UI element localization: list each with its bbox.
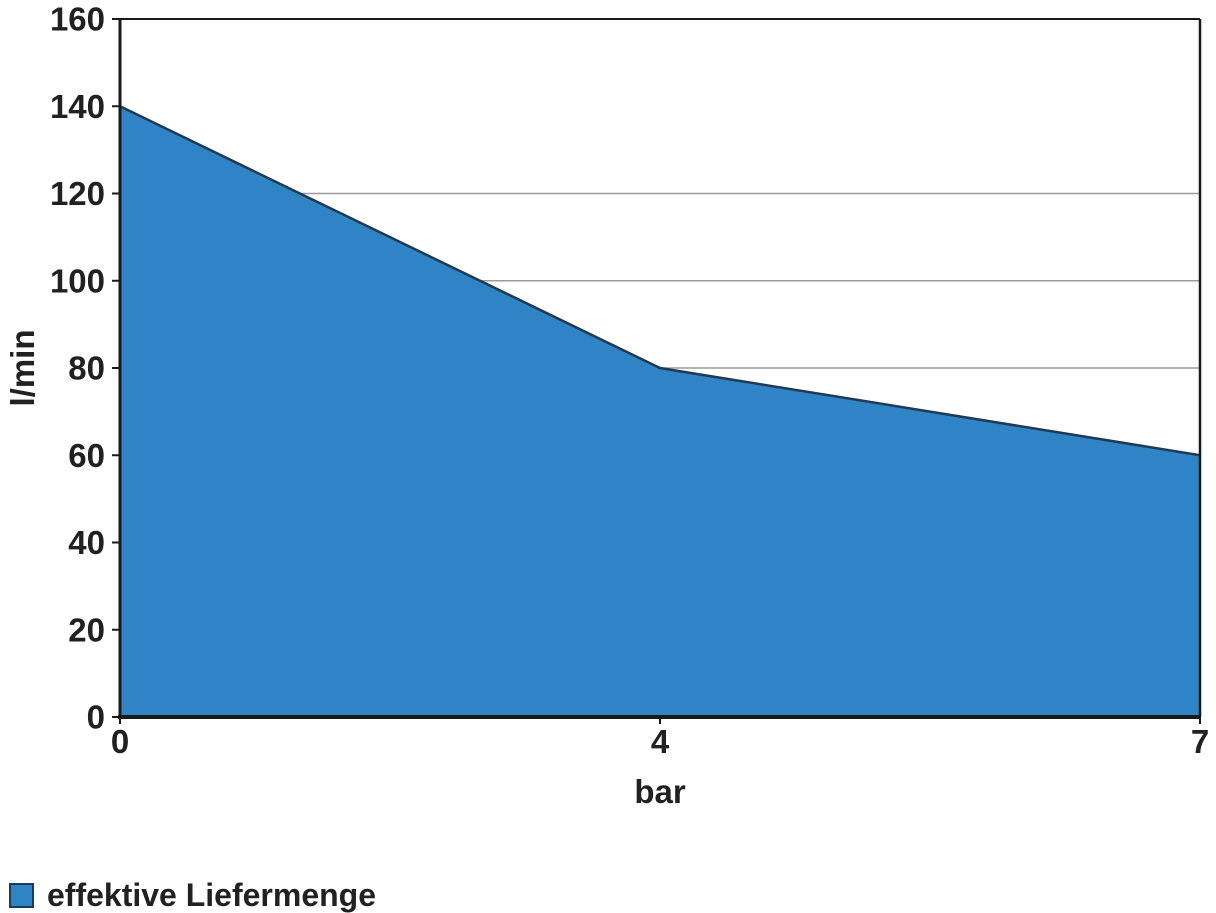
y-tick-label: 120: [50, 175, 105, 212]
y-tick-label: 140: [50, 88, 105, 125]
x-tick-label: 4: [651, 723, 670, 760]
x-tick-label: 0: [111, 723, 129, 760]
x-axis-title: bar: [634, 773, 686, 810]
y-axis-title: l/min: [4, 329, 41, 407]
y-tick-label: 0: [87, 699, 105, 736]
area-boundary-line: [119, 105, 1201, 457]
legend-swatch: [9, 882, 34, 908]
legend-label: effektive Liefermenge: [47, 877, 377, 913]
y-tick-label: 160: [50, 1, 105, 38]
y-tick-label: 80: [68, 350, 105, 387]
y-tick-label: 60: [68, 437, 105, 474]
y-tick-label: 100: [50, 262, 105, 299]
y-tick-label: 20: [68, 611, 105, 648]
legend: effektive Liefermenge: [9, 879, 376, 911]
y-tick-label: 40: [68, 524, 105, 561]
area-series: [120, 106, 1200, 717]
x-tick-label: 7: [1191, 723, 1209, 760]
